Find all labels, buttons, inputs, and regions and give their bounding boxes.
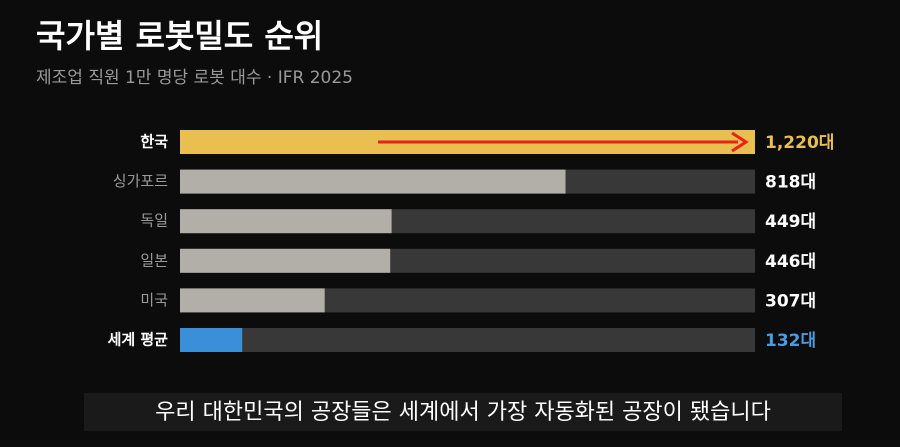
bar	[180, 288, 325, 313]
bar	[180, 209, 392, 234]
category-label: 미국	[140, 291, 168, 309]
caption: 우리 대한민국의 공장들은 세계에서 가장 자동화된 공장이 됐습니다	[155, 400, 771, 425]
value-label: 449대	[765, 212, 816, 232]
arrow	[378, 131, 749, 153]
bar	[180, 169, 566, 194]
chart-subtitle: 제조업 직원 1만 명당 로봇 대수 · IFR 2025	[36, 68, 353, 88]
chart-title: 국가별 로봇밀도 순위	[36, 17, 323, 55]
value-label: 1,220대	[765, 133, 834, 153]
category-label: 한국	[140, 133, 168, 151]
category-label: 독일	[140, 212, 168, 230]
bar	[180, 248, 391, 273]
bar	[180, 328, 243, 352]
value-label: 307대	[765, 291, 816, 311]
category-label: 일본	[140, 251, 168, 269]
bar-track	[180, 328, 755, 352]
caption-box	[84, 393, 842, 431]
arrow-head	[731, 131, 749, 153]
category-label: 싱가포르	[113, 172, 168, 190]
value-label: 818대	[765, 173, 816, 193]
value-label: 446대	[765, 252, 816, 272]
category-label: 세계 평균	[108, 331, 169, 349]
value-label: 132대	[765, 331, 816, 351]
